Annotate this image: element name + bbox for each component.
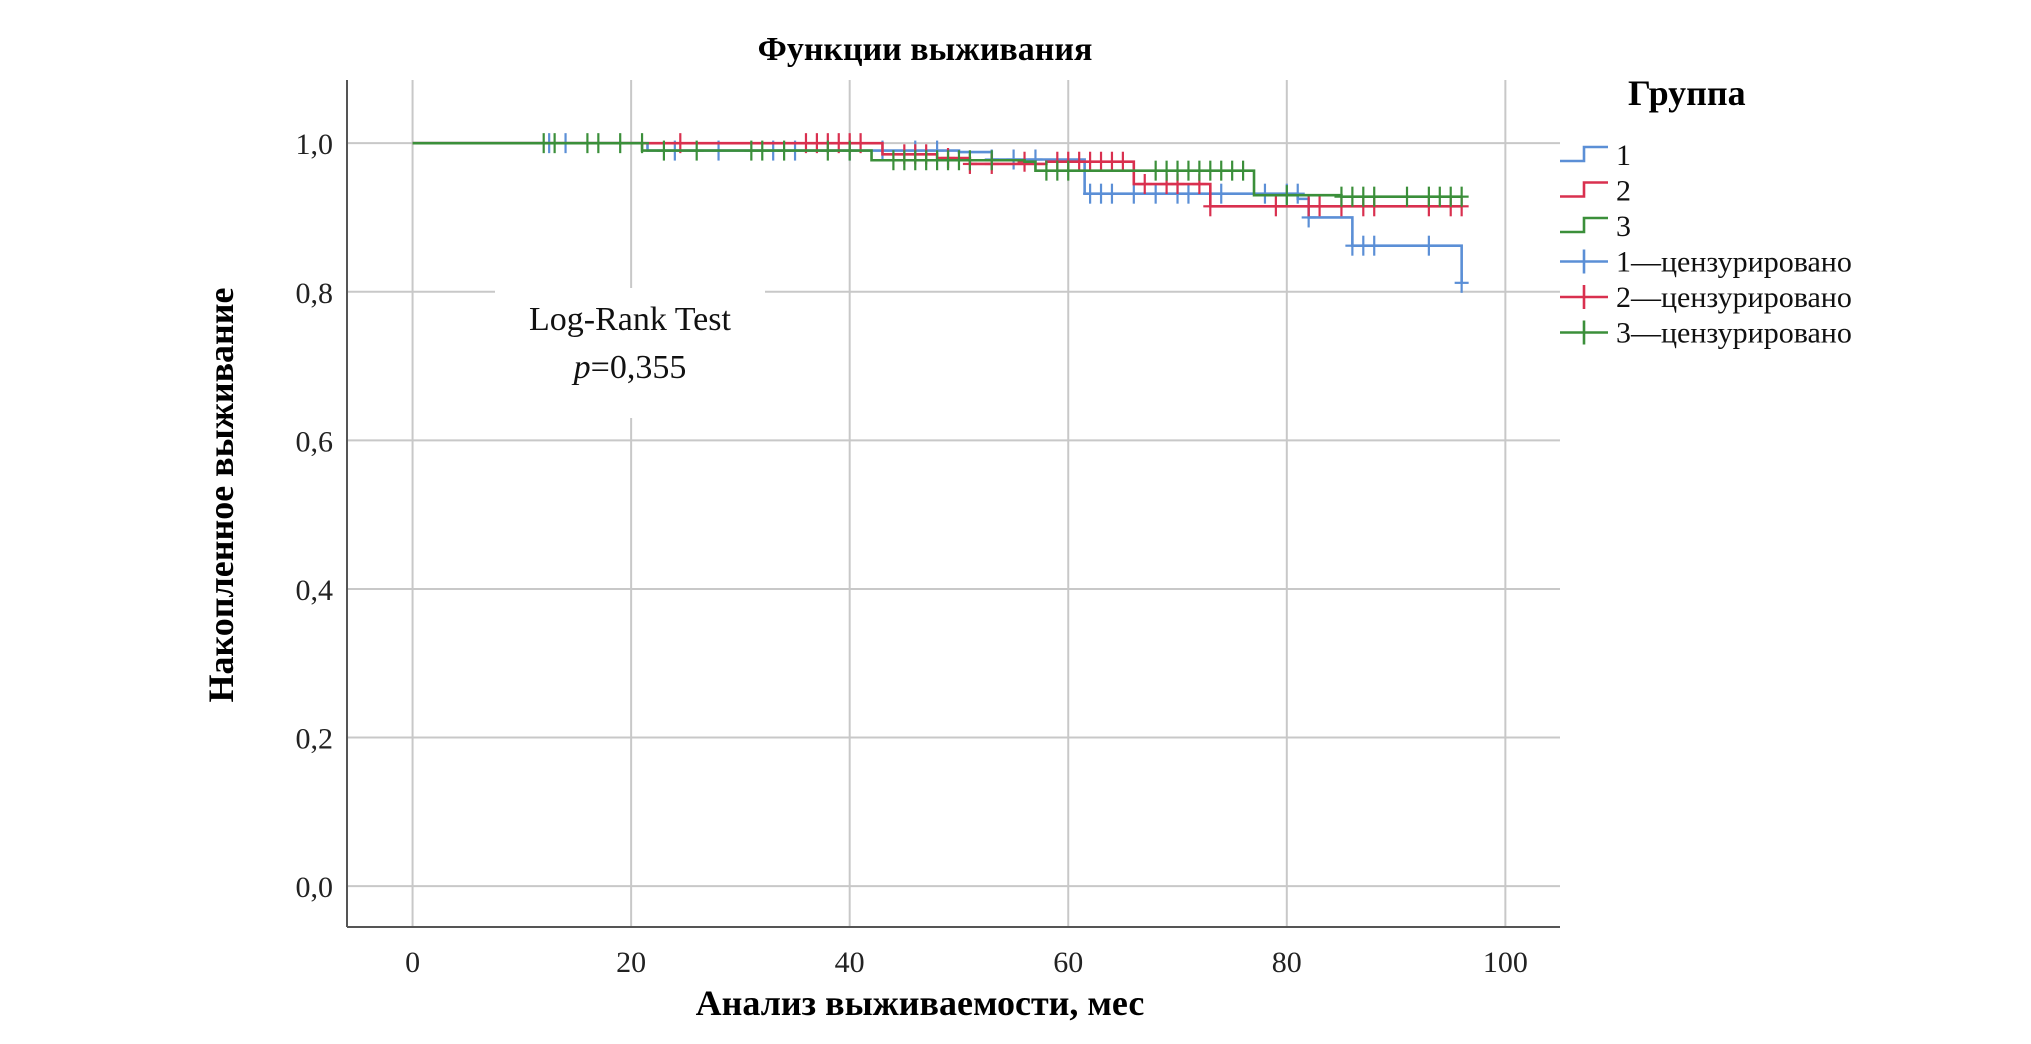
legend-swatch-step: [1560, 145, 1608, 163]
x-tick-label: 20: [616, 946, 646, 979]
x-tick-label: 60: [1053, 946, 1083, 979]
y-tick-label: 0,6: [296, 425, 334, 458]
legend-label: 3—цензурировано: [1616, 317, 1852, 350]
y-axis-title: Накопленное выживание: [201, 288, 241, 703]
legend-label: 1: [1616, 139, 1631, 172]
legend-items: 1231—цензурировано2—цензурировано3—цензу…: [1560, 139, 1852, 350]
annotation-p-value: p=0,355: [572, 349, 687, 386]
axes: [346, 80, 1560, 928]
legend-item-1: 1: [1560, 139, 1631, 172]
legend-label: 3: [1616, 210, 1631, 243]
legend-item-3-censored: 3—цензурировано: [1560, 317, 1852, 350]
legend-item-1-censored: 1—цензурировано: [1560, 246, 1852, 279]
series-3: [412, 133, 1469, 207]
x-tick-label: 40: [835, 946, 865, 979]
legend: Группа 1231—цензурировано2—цензурировано…: [1560, 73, 1852, 350]
legend-item-3: 3: [1560, 210, 1631, 243]
legend-item-2: 2: [1560, 175, 1631, 208]
grid-lines: [347, 80, 1560, 927]
x-axis-title: Анализ выживаемости, мес: [696, 983, 1145, 1023]
y-tick-label: 0,8: [296, 277, 334, 310]
y-tick-label: 0,4: [296, 574, 334, 607]
x-tick-label: 80: [1272, 946, 1302, 979]
x-tick-label: 100: [1483, 946, 1528, 979]
legend-label: 2—цензурировано: [1616, 281, 1852, 314]
annotation-p-symbol: p: [572, 349, 591, 386]
legend-label: 1—цензурировано: [1616, 246, 1852, 279]
annotation-p-number: =0,355: [591, 349, 687, 386]
legend-swatch-step: [1560, 181, 1608, 198]
legend-label: 2: [1616, 175, 1631, 208]
legend-item-2-censored: 2—цензурировано: [1560, 281, 1852, 314]
legend-title: Группа: [1628, 73, 1746, 113]
plot-frame: [347, 80, 1560, 927]
legend-swatch-step: [1560, 216, 1608, 234]
annotation-test-name: Log-Rank Test: [529, 301, 731, 338]
y-tick-label: 0,0: [296, 871, 334, 904]
chart-title: Функции выживания: [758, 31, 1093, 68]
x-tick-label: 0: [405, 946, 420, 979]
x-tick-labels: 0 20 40 60 80 100: [405, 946, 1528, 979]
series-layer: [412, 133, 1469, 293]
y-tick-label: 1,0: [296, 128, 334, 161]
log-rank-annotation: Log-Rank Test p=0,355: [495, 288, 765, 418]
y-tick-label: 0,2: [296, 723, 334, 756]
y-tick-labels: 0,0 0,2 0,4 0,6 0,8 1,0: [296, 128, 334, 904]
